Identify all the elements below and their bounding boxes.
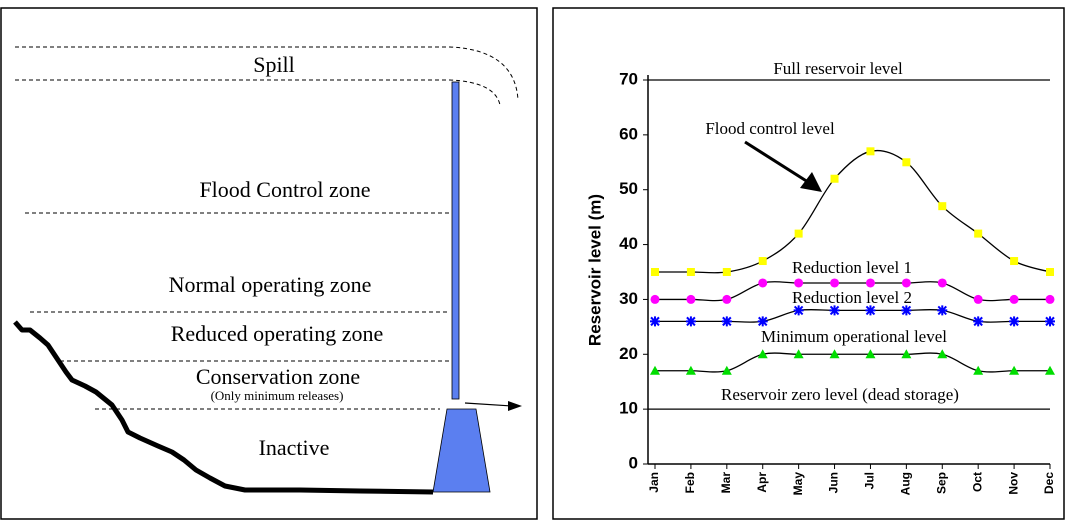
marker — [757, 349, 768, 359]
marker — [721, 365, 732, 375]
marker — [686, 294, 696, 304]
marker — [830, 278, 840, 288]
marker — [1045, 294, 1055, 304]
marker — [793, 349, 804, 359]
reference-label: Reservoir zero level (dead storage) — [721, 385, 959, 404]
marker — [793, 305, 804, 316]
marker — [974, 229, 983, 238]
zone-label: Normal operating zone — [169, 272, 372, 297]
zone-lines — [15, 46, 519, 410]
marker — [758, 278, 768, 288]
marker — [794, 229, 803, 238]
series-label: Minimum operational level — [761, 327, 947, 346]
marker — [650, 365, 660, 375]
zone-label: Reduced operating zone — [171, 321, 384, 346]
marker — [937, 349, 948, 359]
x-tick-label: Feb — [683, 472, 697, 493]
marker — [757, 316, 768, 327]
marker — [1010, 257, 1019, 266]
marker — [829, 305, 840, 316]
zone-label: Conservation zone — [196, 364, 360, 389]
marker — [937, 278, 947, 288]
marker — [721, 316, 732, 327]
marker — [901, 305, 912, 316]
marker — [758, 257, 767, 266]
marker — [973, 365, 984, 375]
marker — [865, 278, 875, 288]
right-panel — [552, 7, 1065, 520]
x-tick-label: Mar — [719, 472, 733, 494]
x-tick-label: Jan — [647, 472, 661, 493]
arrowhead — [508, 401, 522, 411]
x-tick-label: Jul — [863, 472, 877, 489]
marker — [829, 349, 840, 359]
marker — [1045, 365, 1055, 375]
dam — [432, 408, 491, 493]
marker — [650, 316, 660, 327]
y-axis-label: Reservoir level (m) — [585, 194, 604, 346]
marker — [1045, 316, 1055, 327]
x-tick-label: Apr — [755, 472, 769, 493]
zone-label: Flood Control zone — [199, 177, 370, 202]
series-label: Reduction level 1 — [792, 258, 912, 277]
marker — [901, 349, 912, 359]
marker — [685, 316, 696, 327]
label-arrowhead — [800, 172, 822, 192]
series-label: Flood control level — [705, 119, 835, 138]
marker — [1009, 316, 1020, 327]
terrain — [13, 320, 434, 495]
marker — [866, 147, 875, 156]
chart: 0 10 20 30 40 50 60 70 Jan Feb Mar Apr May Jun Jul Aug S… — [619, 59, 1056, 495]
zone-label: Inactive — [259, 435, 330, 460]
marker — [865, 305, 876, 316]
x-tick-label: May — [791, 472, 805, 496]
y-tick-label: 40 — [619, 234, 638, 253]
x-tick-label: Oct — [970, 472, 984, 492]
marker — [901, 278, 911, 288]
marker — [722, 268, 731, 276]
x-tick-label: Aug — [899, 472, 913, 495]
marker — [865, 349, 876, 359]
marker — [686, 268, 695, 276]
marker — [830, 174, 839, 183]
marker — [938, 202, 947, 211]
y-tick-label: 0 — [629, 453, 638, 472]
y-tick-label: 60 — [619, 124, 638, 143]
marker — [902, 158, 911, 167]
x-tick-label: Nov — [1006, 472, 1020, 495]
x-tick-label: Dec — [1042, 472, 1056, 494]
label-arrow — [744, 140, 809, 184]
y-tick-label: 10 — [619, 399, 638, 418]
marker — [1009, 294, 1019, 304]
y-tick-label: 30 — [619, 289, 638, 308]
x-tick-label: Jun — [827, 472, 841, 493]
series-label: Reduction level 2 — [792, 288, 912, 307]
marker — [650, 294, 660, 304]
y-tick-label: 70 — [619, 69, 638, 88]
marker — [1009, 365, 1020, 375]
zone-note: (Only minimum releases) — [211, 388, 344, 403]
marker — [973, 294, 983, 304]
zone-label: Spill — [253, 52, 295, 77]
marker — [722, 294, 732, 304]
marker — [651, 268, 659, 276]
marker — [685, 365, 696, 375]
gate-column — [451, 81, 460, 400]
y-tick-label: 50 — [619, 179, 638, 198]
marker — [794, 278, 804, 288]
marker — [973, 316, 984, 327]
x-tick-label: Sep — [934, 472, 948, 494]
release-arrow — [464, 402, 513, 407]
marker — [937, 305, 948, 316]
reference-label: Full reservoir level — [773, 59, 903, 78]
y-tick-label: 20 — [619, 344, 638, 363]
marker — [1046, 268, 1054, 276]
